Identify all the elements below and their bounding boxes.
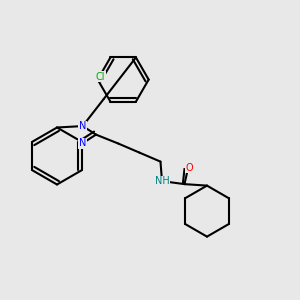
Text: NH: NH [154,176,169,186]
Text: O: O [185,163,193,172]
Text: Cl: Cl [96,72,105,82]
Text: N: N [79,121,86,131]
Text: N: N [79,138,86,148]
